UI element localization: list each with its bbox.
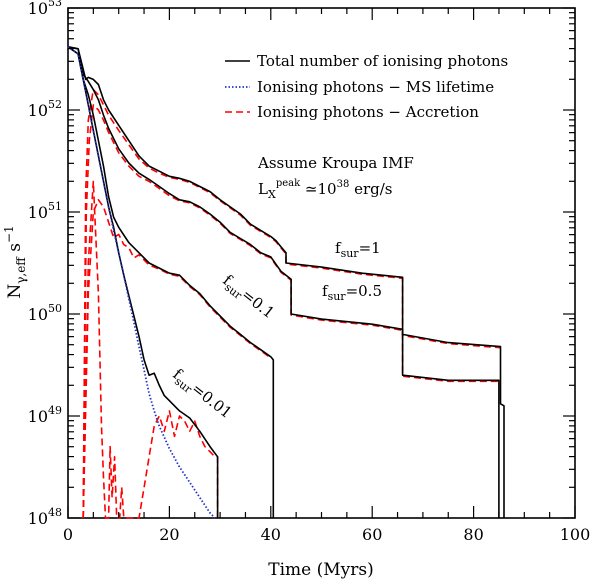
fsur-01-label: fsur=0.1 xyxy=(218,271,278,324)
y-tick-label: 1052 xyxy=(28,98,62,120)
x-tick-label: 40 xyxy=(261,525,281,544)
series-total-f-sur-1 xyxy=(67,46,505,518)
x-tick-label: 0 xyxy=(63,525,73,544)
lx-annotation: LXpeak ≃1038 erg/s xyxy=(258,178,393,201)
legend-label-acc: Ionising photons − Accretion xyxy=(257,103,479,121)
x-axis-title: Time (Myrs) xyxy=(268,560,374,580)
series-acc-accretion-f-sur-0-01 xyxy=(82,180,219,519)
y-tick-label: 1053 xyxy=(28,0,62,18)
y-axis-title-unit-exp: −1 xyxy=(2,225,16,243)
series-total-f-sur-0-5 xyxy=(67,46,500,518)
legend-label-total: Total number of ionising photons xyxy=(257,52,508,70)
y-axis-title-unit: s xyxy=(5,243,25,252)
y-tick-label: 1048 xyxy=(28,506,62,528)
series-ms-ms-lifetime xyxy=(67,46,216,519)
legend-label-ms: Ionising photons − MS lifetime xyxy=(257,78,494,96)
fsur-05-label: fsur=0.5 xyxy=(322,282,382,303)
series-acc-accretion-f-sur-0-5 xyxy=(82,104,499,519)
x-tick-label: 60 xyxy=(362,525,382,544)
series-layer xyxy=(67,46,505,519)
x-tick-label: 80 xyxy=(463,525,483,544)
fsur-1-label: fsur=1 xyxy=(335,239,381,260)
y-axis-title-main: N xyxy=(5,284,25,299)
tick-layer: 0 20 40 60 80 100 1048 1049 1050 1051 1052 1053 xyxy=(28,0,591,544)
x-tick-label: 20 xyxy=(159,525,179,544)
imf-annotation: Assume Kroupa IMF xyxy=(257,154,414,172)
x-tick-label: 100 xyxy=(560,525,591,544)
y-tick-label: 1049 xyxy=(28,404,62,426)
series-acc-accretion-f-sur-1 xyxy=(82,88,501,519)
y-axis-title-sub: γ,eff xyxy=(14,256,28,284)
y-axis-title: Nγ,eff s−1 xyxy=(2,225,28,298)
series-acc-accretion-f-sur-0-1 xyxy=(82,199,272,519)
legend: Total number of ionising photons Ionisin… xyxy=(225,52,508,121)
series-total-f-sur-0-1 xyxy=(67,46,275,518)
svg-text:Nγ,eff s−1: Nγ,eff s−1 xyxy=(2,225,28,298)
y-tick-label: 1051 xyxy=(28,200,62,222)
y-tick-label: 1050 xyxy=(28,302,62,324)
fsur-001-label: fsur=0.01 xyxy=(168,365,236,424)
